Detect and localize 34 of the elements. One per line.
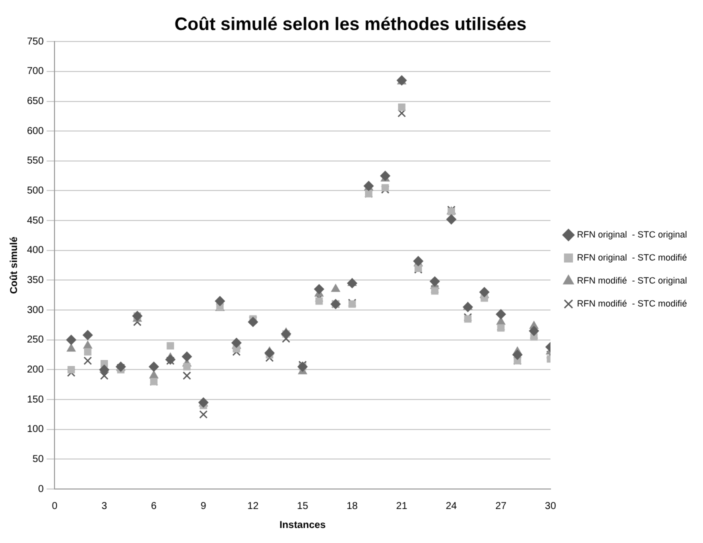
- legend-label: RFN modifié - STC modifié: [576, 298, 687, 308]
- y-tick-label: 250: [26, 334, 44, 346]
- y-tick-label: 750: [26, 36, 44, 48]
- y-tick-label: 400: [26, 245, 44, 256]
- legend-label: RFN modifié - STC original: [576, 275, 687, 286]
- x-tick-label: 6: [151, 500, 158, 512]
- x-tick-label: 3: [101, 500, 108, 512]
- y-tick-label: 350: [26, 274, 44, 286]
- x-tick-label: 24: [446, 500, 458, 512]
- y-tick-label: 700: [26, 66, 44, 78]
- x-tick-label: 18: [346, 500, 358, 512]
- x-tick-label: 15: [297, 500, 309, 512]
- y-tick-label: 100: [26, 424, 44, 436]
- y-tick-label: 300: [26, 304, 44, 316]
- x-tick-label: 12: [247, 500, 259, 512]
- y-tick-label: 650: [26, 96, 44, 108]
- x-tick-label: 30: [544, 500, 556, 512]
- y-tick-label: 0: [38, 484, 44, 495]
- y-tick-label: 500: [26, 185, 44, 196]
- y-tick-label: 200: [26, 364, 44, 376]
- y-axis-title: Coût simulé: [8, 236, 20, 294]
- legend-label: RFN original - STC original: [576, 229, 687, 240]
- x-axis-title: Instances: [280, 520, 326, 531]
- y-tick-label: 550: [26, 156, 44, 167]
- x-tick-label: 9: [200, 500, 207, 512]
- y-tick-label: 50: [32, 454, 44, 465]
- legend-label: RFN original - STC modifié: [576, 252, 687, 262]
- chart-title: Coût simulé selon les méthodes utilisées: [174, 14, 527, 34]
- x-tick-label: 0: [52, 500, 58, 512]
- y-tick-label: 600: [26, 126, 44, 137]
- y-tick-label: 450: [26, 215, 44, 226]
- y-tick-label: 150: [26, 394, 44, 406]
- x-tick-label: 21: [396, 500, 408, 512]
- x-tick-label: 27: [495, 500, 507, 512]
